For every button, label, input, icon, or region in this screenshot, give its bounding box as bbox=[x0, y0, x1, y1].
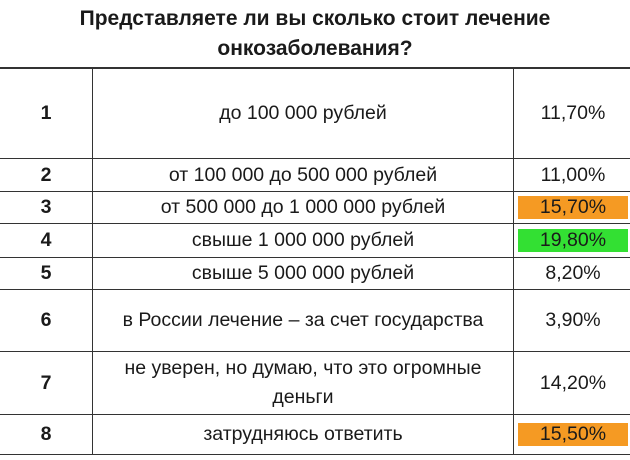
table-row: 6 в России лечение – за счет государства… bbox=[0, 289, 630, 352]
percent-cell: 8,20% bbox=[513, 257, 630, 290]
table-row: 7 не уверен, но думаю, что это огромные … bbox=[0, 351, 630, 415]
percent-cell: 19,80% bbox=[513, 223, 630, 258]
percent-cell: 15,70% bbox=[513, 191, 630, 224]
table-row: 4 свыше 1 000 000 рублей 19,80% bbox=[0, 223, 630, 258]
percent-value: 11,70% bbox=[540, 102, 606, 124]
percent-value: 15,50% bbox=[518, 423, 628, 446]
table-row: 2 от 100 000 до 500 000 рублей 11,00% bbox=[0, 158, 630, 192]
table-row: 5 свыше 5 000 000 рублей 8,20% bbox=[0, 257, 630, 290]
survey-title: Представляете ли вы сколько стоит лечени… bbox=[0, 0, 630, 68]
percent-value: 3,90% bbox=[545, 309, 601, 331]
percent-cell: 11,00% bbox=[513, 158, 630, 192]
answer-option: не уверен, но думаю, что это огромные де… bbox=[92, 351, 514, 415]
row-number: 2 bbox=[0, 158, 93, 192]
row-number: 5 bbox=[0, 257, 93, 290]
row-number: 3 bbox=[0, 191, 93, 224]
row-number: 8 bbox=[0, 414, 93, 455]
percent-cell: 15,50% bbox=[513, 414, 630, 455]
percent-cell: 3,90% bbox=[513, 289, 630, 352]
answer-option: свыше 1 000 000 рублей bbox=[92, 223, 514, 258]
row-number: 6 bbox=[0, 289, 93, 352]
percent-cell: 11,70% bbox=[513, 68, 630, 159]
answer-option: от 100 000 до 500 000 рублей bbox=[92, 158, 514, 192]
percent-value: 11,00% bbox=[540, 163, 606, 186]
percent-value: 8,20% bbox=[545, 262, 601, 284]
percent-value: 14,20% bbox=[539, 371, 607, 394]
row-number: 7 bbox=[0, 351, 93, 415]
answer-option: от 500 000 до 1 000 000 рублей bbox=[92, 191, 514, 224]
percent-value: 19,80% bbox=[518, 229, 628, 252]
answer-option: затрудняюсь ответить bbox=[92, 414, 514, 455]
table-row: 3 от 500 000 до 1 000 000 рублей 15,70% bbox=[0, 191, 630, 224]
answer-option: свыше 5 000 000 рублей bbox=[92, 257, 514, 290]
percent-value: 15,70% bbox=[518, 196, 628, 219]
row-number: 1 bbox=[0, 68, 93, 159]
answer-option: в России лечение – за счет государства bbox=[92, 289, 514, 352]
percent-cell: 14,20% bbox=[513, 351, 630, 415]
answer-option: до 100 000 рублей bbox=[92, 68, 514, 159]
table-row: 1 до 100 000 рублей 11,70% bbox=[0, 68, 630, 159]
table-row: 8 затрудняюсь ответить 15,50% bbox=[0, 414, 630, 455]
survey-table: 1 до 100 000 рублей 11,70% 2 от 100 000 … bbox=[0, 68, 630, 455]
row-number: 4 bbox=[0, 223, 93, 258]
